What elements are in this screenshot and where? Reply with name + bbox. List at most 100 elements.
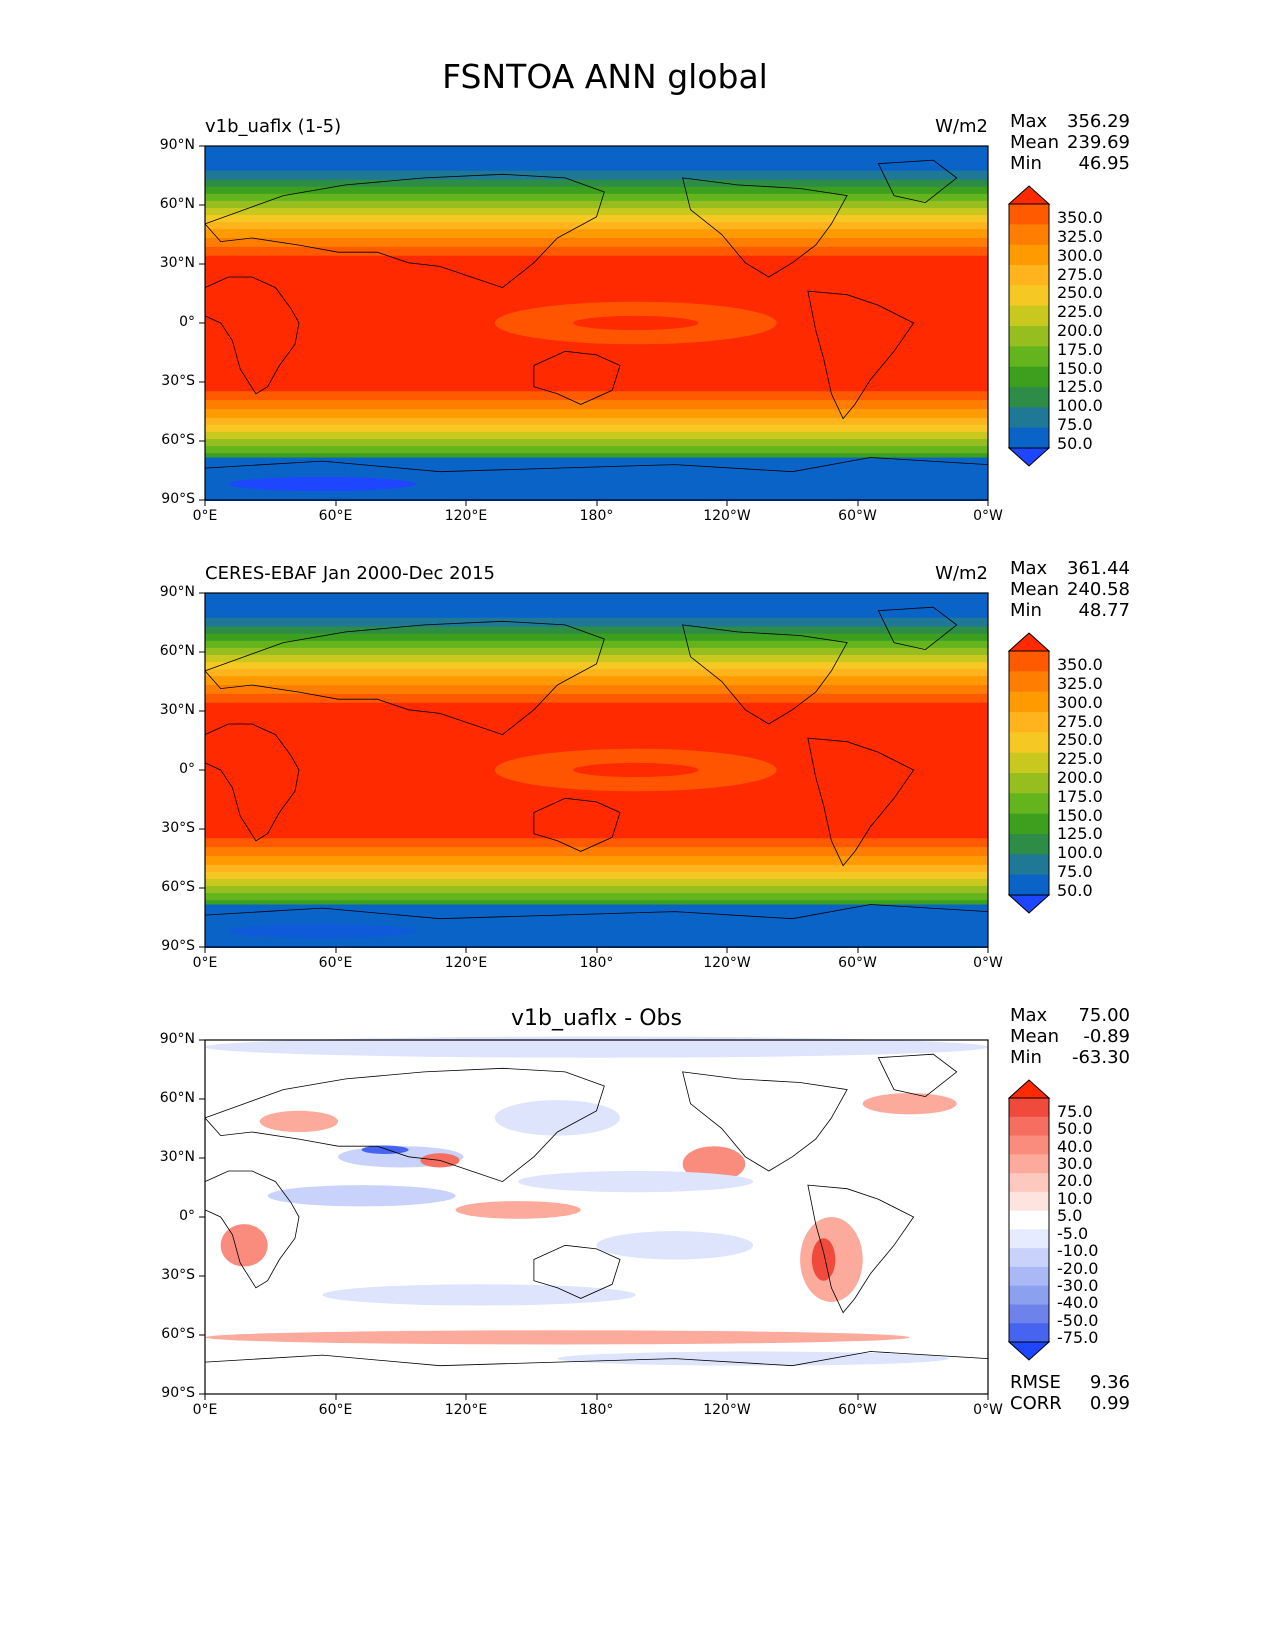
colorbar-label: 10.0 (1057, 1188, 1093, 1208)
lon-tick-mark (726, 500, 728, 506)
lon-tick-mark (857, 500, 858, 506)
lon-tick-mark (857, 1394, 858, 1400)
stat-value-mean: 239.69 (1067, 132, 1130, 153)
lat-tick-mark (199, 1098, 205, 1100)
colorbar-label: 275.0 (1057, 711, 1103, 731)
colorbar-label: 225.0 (1057, 749, 1103, 769)
stat-label-max: Max (1010, 558, 1048, 579)
colorbar (1007, 632, 1051, 914)
lat-tick-label: 60°N (159, 196, 195, 212)
colorbar-label: 150.0 (1057, 805, 1103, 825)
lon-tick-mark (857, 947, 858, 953)
colorbar-label: 50.0 (1057, 1119, 1093, 1139)
lat-tick-label: 30°S (161, 1267, 195, 1283)
colorbar-label: 275.0 (1057, 264, 1103, 284)
lon-tick-mark (987, 947, 989, 953)
map-plot (204, 145, 989, 501)
stat-value-min: 46.95 (1078, 153, 1130, 174)
stat-value-min: -63.30 (1071, 1047, 1130, 1068)
lat-tick-mark (199, 1157, 205, 1159)
stat-label-min: Min (1010, 1047, 1042, 1068)
lat-tick-mark (199, 204, 205, 206)
panel-title: v1b_uaflx - Obs (511, 1006, 682, 1031)
colorbar-label: 175.0 (1057, 786, 1103, 806)
colorbar-label: 5.0 (1057, 1206, 1083, 1226)
lat-tick-mark (199, 651, 205, 653)
lon-tick-mark (596, 500, 597, 506)
lon-tick-mark (465, 500, 467, 506)
colorbar-label: 125.0 (1057, 377, 1103, 397)
lon-tick-label: 0°W (973, 955, 1003, 971)
stat-label-max: Max (1010, 111, 1048, 132)
map-plot (204, 1036, 989, 1395)
lat-tick-label: 0° (179, 1208, 195, 1224)
colorbar-label: 75.0 (1057, 1101, 1093, 1121)
colorbar-label: -20.0 (1057, 1258, 1099, 1278)
lat-tick-label: 30°S (161, 373, 195, 389)
colorbar-label: -10.0 (1057, 1241, 1099, 1261)
lon-tick-mark (596, 947, 597, 953)
lon-tick-label: 0°E (192, 955, 218, 971)
lat-tick-mark (199, 263, 205, 265)
units-label: W/m2 (935, 563, 988, 584)
lon-tick-mark (987, 500, 989, 506)
stat-label-rmse: RMSE (1010, 1372, 1061, 1393)
stat-label-mean: Mean (1010, 1026, 1060, 1047)
lon-tick-mark (465, 947, 467, 953)
lon-tick-mark (726, 947, 728, 953)
map-plot (204, 592, 989, 948)
lat-tick-mark (199, 440, 205, 442)
lon-tick-label: 120°W (703, 508, 751, 524)
figure-title: FSNTOA ANN global (442, 57, 768, 96)
lon-tick-label: 60°W (838, 508, 877, 524)
lat-tick-label: 60°N (159, 643, 195, 659)
lon-tick-mark (987, 1394, 989, 1400)
lat-tick-label: 90°N (159, 137, 195, 153)
lat-tick-label: 60°S (161, 1326, 195, 1342)
lon-tick-label: 0°E (192, 1402, 218, 1418)
lon-tick-label: 60°W (838, 1402, 877, 1418)
lat-tick-label: 60°S (161, 432, 195, 448)
lon-tick-label: 120°W (703, 1402, 751, 1418)
lat-tick-mark (199, 1275, 205, 1277)
lat-tick-label: 90°S (161, 1385, 195, 1401)
lon-tick-mark (204, 947, 206, 953)
lat-tick-label: 0° (179, 314, 195, 330)
lat-tick-label: 90°N (159, 1031, 195, 1047)
lat-tick-mark (199, 887, 205, 889)
stat-value-min: 48.77 (1078, 600, 1130, 621)
colorbar-label: -50.0 (1057, 1310, 1099, 1330)
colorbar-label: -30.0 (1057, 1276, 1099, 1295)
stat-value-mean: -0.89 (1083, 1026, 1130, 1047)
colorbar-label: 75.0 (1057, 861, 1093, 881)
lon-tick-label: 60°W (838, 955, 877, 971)
colorbar-label: 325.0 (1057, 674, 1103, 694)
lat-tick-mark (199, 769, 205, 771)
colorbar-label: 30.0 (1057, 1154, 1093, 1173)
colorbar-label: 250.0 (1057, 730, 1103, 750)
lon-tick-mark (726, 1394, 728, 1400)
lat-tick-label: 90°S (161, 938, 195, 954)
colorbar-label: 50.0 (1057, 880, 1093, 900)
colorbar-label: 350.0 (1057, 655, 1103, 675)
lon-tick-mark (596, 1394, 597, 1400)
lon-tick-label: 120°E (444, 1402, 488, 1418)
lat-tick-label: 30°N (159, 702, 195, 718)
colorbar-label: 350.0 (1057, 208, 1103, 228)
lat-tick-label: 30°N (159, 255, 195, 271)
lon-tick-label: 60°E (318, 1402, 353, 1418)
stat-label-min: Min (1010, 600, 1042, 621)
colorbar-label: -5.0 (1057, 1223, 1089, 1243)
stat-value-max: 356.29 (1067, 111, 1130, 132)
colorbar-label: 175.0 (1057, 339, 1103, 359)
colorbar-label: 40.0 (1057, 1136, 1093, 1156)
colorbar-label: 225.0 (1057, 302, 1103, 322)
colorbar-label: 300.0 (1057, 245, 1103, 265)
stat-value-mean: 240.58 (1067, 579, 1130, 600)
lat-tick-mark (199, 381, 205, 383)
lon-tick-mark (465, 1394, 467, 1400)
stat-value-max: 75.00 (1078, 1005, 1130, 1026)
lon-tick-mark (204, 500, 206, 506)
lon-tick-mark (335, 947, 336, 953)
stat-label-corr: CORR (1010, 1393, 1062, 1414)
